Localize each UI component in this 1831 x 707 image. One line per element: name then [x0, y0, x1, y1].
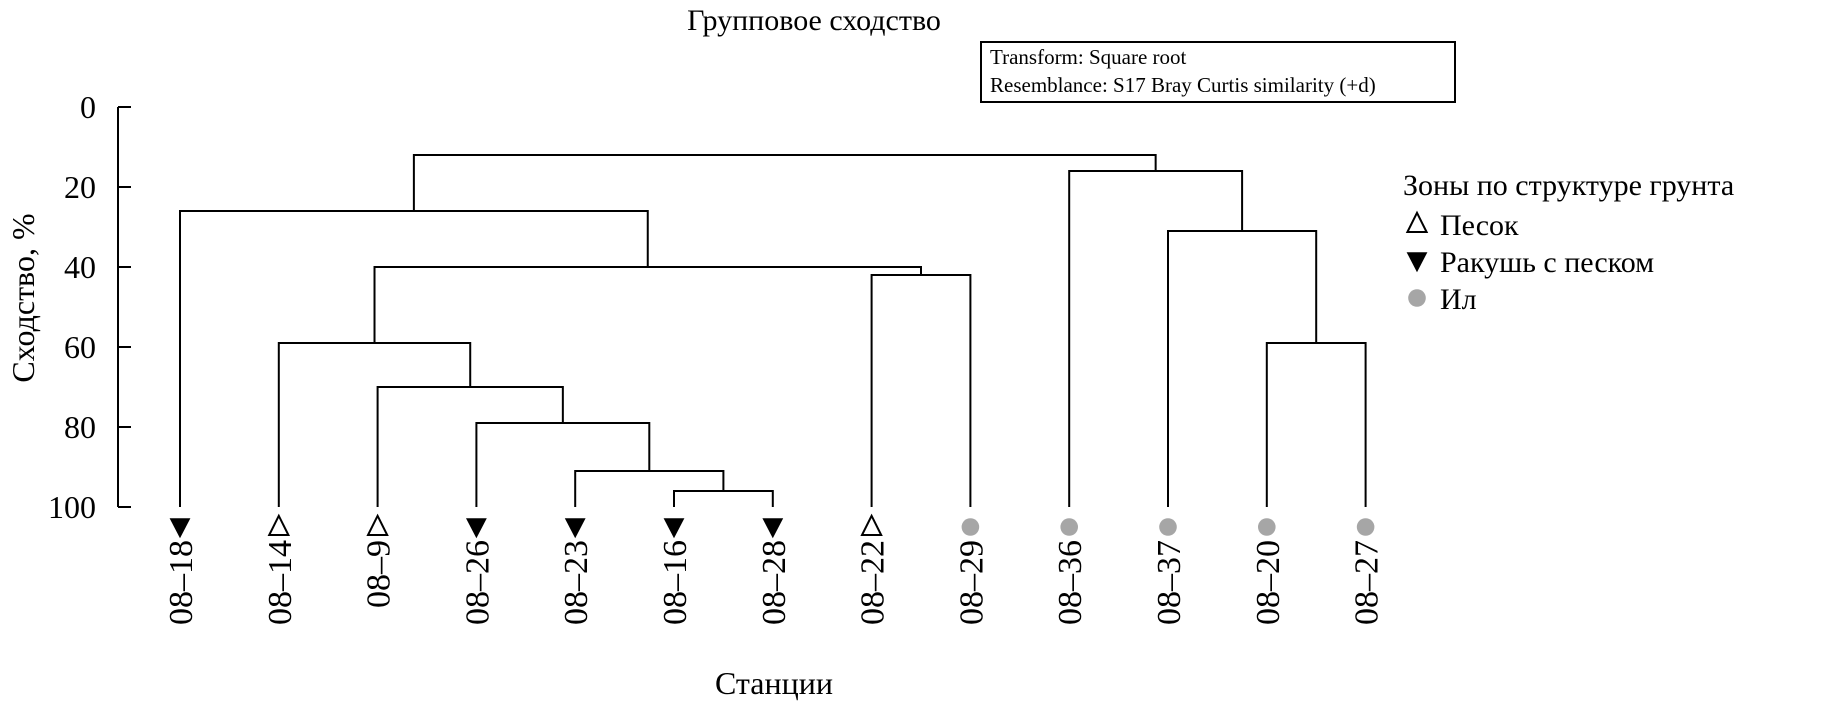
legend-item-label: Ракушь с песком	[1440, 246, 1654, 279]
dendrogram-branch	[673, 490, 774, 507]
legend-item-label: Песок	[1440, 209, 1519, 242]
sand-marker-icon	[366, 513, 389, 536]
dendrogram-branch	[1167, 230, 1318, 507]
legend-title: Зоны по структуре грунта	[1403, 169, 1734, 202]
dendrogram-tree	[179, 154, 1367, 507]
shell-marker-icon	[663, 518, 685, 539]
dendrogram-branch	[574, 470, 725, 507]
y-tick-label: 40	[64, 249, 96, 285]
y-tick-label: 20	[64, 169, 96, 205]
y-tick-label: 100	[48, 489, 96, 525]
leaf-label: 08–29	[953, 540, 990, 625]
shell-marker-icon	[169, 518, 191, 539]
info-box: Transform: Square root Resemblance: S17 …	[980, 41, 1456, 103]
sand-marker-icon	[267, 513, 291, 536]
dendrogram-branch	[475, 422, 651, 507]
leaf-label: 08–16	[657, 540, 694, 625]
y-tick-label: 0	[80, 89, 96, 125]
leaf-labels: 08–18 08–14 08–9 08–26 08–23 08–16 08–28 08–22 0…	[163, 540, 1386, 625]
dendrogram-branch	[373, 266, 922, 343]
leaf-label: 08–14	[262, 540, 299, 625]
x-axis-label: Станции	[715, 665, 833, 701]
info-box-line-1: Transform: Square root	[990, 45, 1187, 69]
dendrogram-branch	[277, 342, 472, 507]
y-tick-label: 60	[64, 329, 96, 365]
silt-marker-icon	[1356, 518, 1375, 536]
y-tick-label: 80	[64, 409, 96, 445]
info-box-line-2: Resemblance: S17 Bray Curtis similarity …	[990, 73, 1376, 97]
silt-marker-icon	[1159, 518, 1177, 536]
leaf-label: 08–9	[361, 540, 398, 608]
sand-marker-icon	[860, 513, 883, 536]
leaf-markers	[169, 513, 1375, 539]
leaf-label: 08–18	[163, 540, 200, 625]
dendrogram-branch	[870, 274, 972, 507]
dendrogram-branch	[1265, 342, 1367, 507]
shell-marker-icon	[466, 518, 487, 539]
dendrogram-branch	[412, 154, 1157, 211]
leaf-label: 08–23	[558, 540, 595, 625]
sand-marker-icon	[1405, 210, 1429, 233]
y-axis-label: Сходство, %	[5, 213, 41, 382]
legend-item-label: Ил	[1440, 283, 1477, 316]
leaf-label: 08–27	[1349, 540, 1386, 625]
legend-items: Песок Ракушь с песком Ил	[1405, 209, 1654, 316]
y-axis: 0 20 40 60 80 100	[48, 89, 131, 525]
silt-marker-icon	[1408, 289, 1426, 307]
leaf-label: 08–36	[1052, 540, 1089, 625]
dendrogram-branch	[376, 386, 564, 507]
chart-title: Групповое сходство	[687, 4, 941, 37]
dendrogram-branch	[1068, 170, 1244, 507]
silt-marker-icon	[1060, 518, 1078, 536]
legend: Зоны по структуре грунта Песок Ракушь с п…	[1403, 169, 1734, 316]
info-box-border	[980, 41, 1456, 103]
silt-marker-icon	[961, 518, 980, 536]
shell-marker-icon	[1406, 252, 1428, 273]
shell-marker-icon	[762, 518, 784, 539]
leaf-label: 08–20	[1250, 540, 1287, 625]
leaf-label: 08–26	[459, 540, 496, 625]
silt-marker-icon	[1258, 518, 1276, 536]
shell-marker-icon	[564, 518, 586, 539]
dendrogram-branch	[179, 210, 649, 507]
leaf-label: 08–28	[756, 540, 793, 625]
leaf-label: 08–22	[855, 540, 892, 625]
leaf-label: 08–37	[1151, 540, 1188, 625]
